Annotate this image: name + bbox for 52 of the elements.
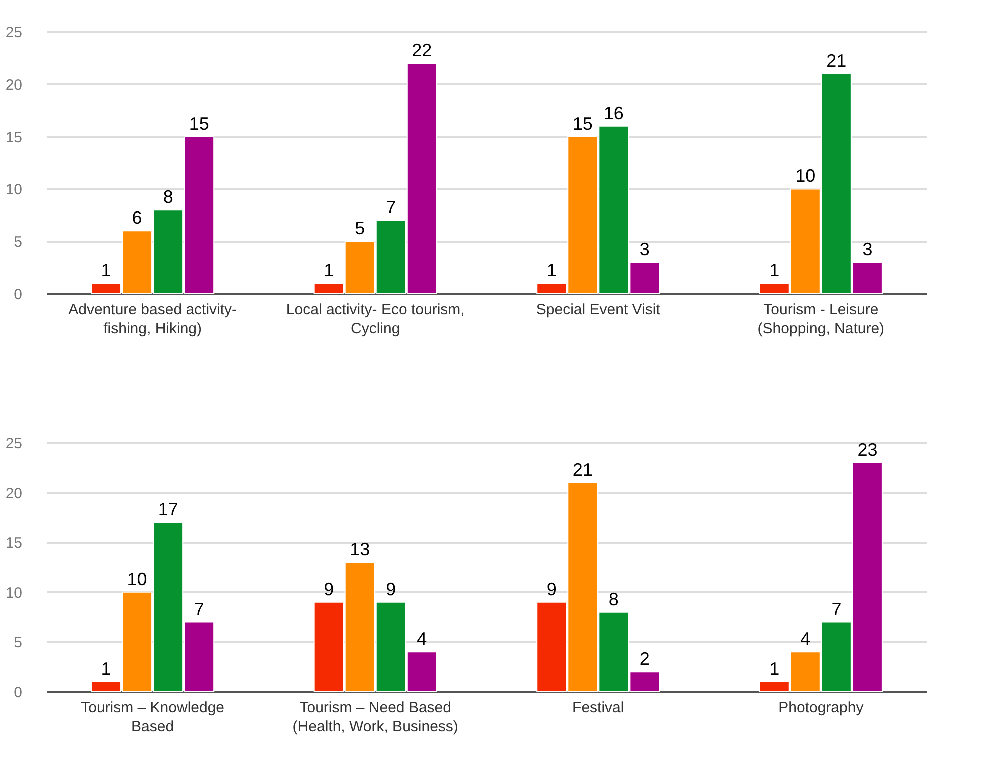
data-label: 8 bbox=[608, 589, 619, 610]
y-tick-label: 15 bbox=[6, 129, 22, 146]
data-label: 10 bbox=[796, 166, 816, 186]
data-label: 1 bbox=[770, 260, 780, 281]
y-tick-label: 10 bbox=[6, 584, 22, 602]
data-label: 15 bbox=[189, 114, 210, 134]
data-label: 21 bbox=[826, 50, 847, 71]
data-label: 13 bbox=[350, 540, 370, 560]
data-label: 6 bbox=[132, 208, 142, 228]
x-tick-label: Special Event Visit bbox=[536, 302, 662, 318]
data-label: 8 bbox=[163, 187, 174, 208]
x-tick-label: Tourism – Knowledge Based bbox=[81, 700, 225, 736]
data-label: 7 bbox=[194, 599, 204, 620]
data-label: 23 bbox=[858, 440, 878, 460]
y-tick-label: 25 bbox=[6, 436, 22, 452]
data-label: 4 bbox=[800, 629, 811, 650]
y-tick-label: 0 bbox=[14, 684, 22, 702]
data-label: 4 bbox=[417, 629, 428, 650]
y-tick-label: 5 bbox=[14, 234, 22, 252]
x-tick-label: Tourism – Need Based (Health, Work, Business) bbox=[292, 700, 458, 736]
x-tick-label: Photography bbox=[778, 700, 864, 716]
data-label: 1 bbox=[770, 659, 780, 680]
data-label: 9 bbox=[546, 579, 557, 600]
y-tick-label: 15 bbox=[6, 535, 22, 552]
x-tick-label: Local activity- Eco tourism, Cycling bbox=[286, 302, 465, 338]
data-label: 22 bbox=[412, 40, 432, 60]
y-tick-label: 5 bbox=[14, 634, 22, 652]
data-label: 5 bbox=[355, 218, 366, 239]
data-label: 1 bbox=[546, 260, 557, 281]
data-label: 3 bbox=[640, 240, 650, 260]
x-tick-label: Festival bbox=[572, 700, 624, 716]
y-tick-label: 25 bbox=[6, 24, 22, 42]
data-label: 17 bbox=[158, 500, 178, 520]
data-label: 15 bbox=[572, 114, 593, 134]
data-label: 7 bbox=[832, 599, 842, 620]
data-label: 1 bbox=[101, 659, 112, 680]
data-label: 10 bbox=[127, 569, 148, 590]
data-label: 2 bbox=[640, 649, 650, 670]
data-label: 16 bbox=[604, 103, 624, 124]
data-label: 21 bbox=[572, 460, 593, 480]
x-tick-label: Tourism - Leisure (Shopping, Nature) bbox=[758, 302, 885, 338]
data-label: 3 bbox=[862, 240, 873, 260]
y-tick-label: 0 bbox=[14, 286, 22, 304]
y-tick-label: 20 bbox=[6, 485, 22, 502]
y-tick-label: 10 bbox=[6, 182, 22, 199]
data-label: 9 bbox=[386, 579, 396, 600]
data-label: 9 bbox=[324, 579, 334, 600]
data-label: 1 bbox=[101, 260, 112, 281]
y-tick-label: 20 bbox=[6, 76, 22, 94]
x-tick-label: Adventure based activity- fishing, Hiking) bbox=[68, 302, 238, 338]
data-label: 7 bbox=[386, 198, 396, 218]
data-label: 1 bbox=[324, 260, 334, 281]
